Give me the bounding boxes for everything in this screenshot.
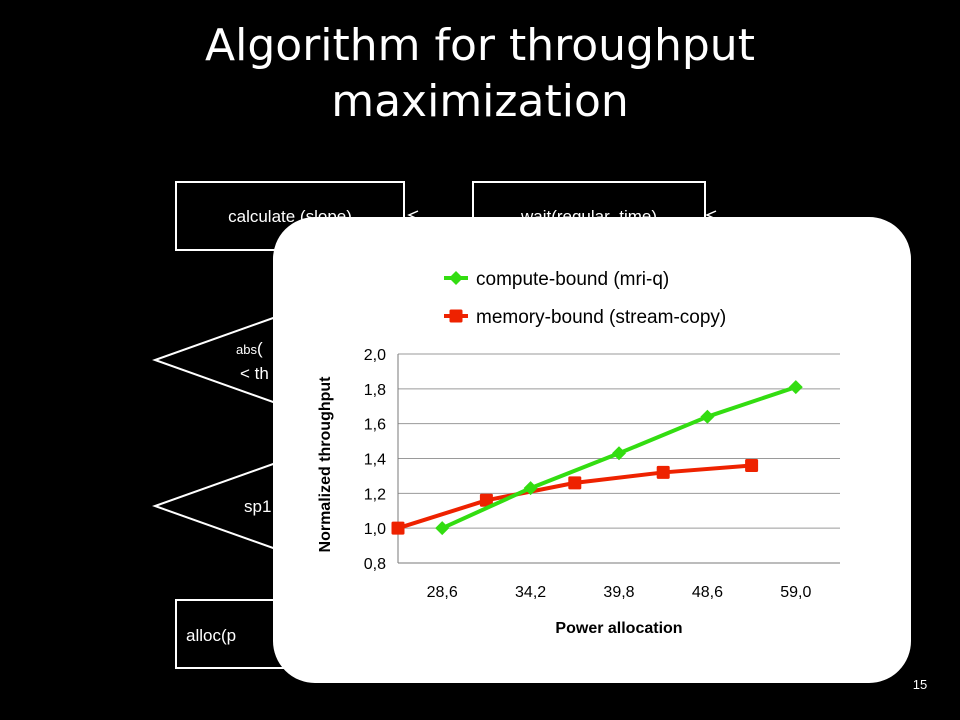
legend-label: memory-bound (stream-copy) — [476, 307, 726, 328]
x-tick-label: 34,2 — [515, 584, 546, 601]
y-tick-label: 2,0 — [364, 347, 386, 364]
chart-panel: 0,8 1,0 1,2 1,4 1,6 1,8 2,0 28,6 34,2 39,8 48,6 59,… — [273, 217, 911, 683]
series-memory-bound — [391, 458, 759, 535]
threshold-decision-diamond: abs( < th — [152, 311, 291, 409]
y-tick-label: 1,2 — [364, 486, 386, 503]
series-compute-bound — [435, 380, 803, 536]
y-tick-label: 1,4 — [364, 452, 386, 469]
legend-swatch-marker — [449, 309, 463, 323]
y-tick-label: 0,8 — [364, 556, 386, 573]
data-point — [435, 521, 450, 536]
data-point — [788, 380, 803, 395]
sp1-decision-diamond: sp1 — [152, 457, 291, 555]
y-tick-label: 1,0 — [364, 521, 386, 538]
x-tick-label: 39,8 — [603, 584, 634, 601]
data-point — [656, 465, 670, 479]
slide-title-line-1: Algorithm for throughput — [205, 20, 755, 71]
axes: 0,8 1,0 1,2 1,4 1,6 1,8 2,0 28,6 34,2 39,8 48,6 59,… — [364, 347, 840, 601]
svg-text:abs(: abs( — [236, 339, 263, 358]
x-tick-label: 48,6 — [692, 584, 723, 601]
series-line — [397, 463, 752, 531]
legend: compute-bound (mri-q) memory-bound (strea… — [444, 269, 726, 328]
x-tick-label: 59,0 — [780, 584, 811, 601]
y-tick-label: 1,8 — [364, 382, 386, 399]
slide-number: 15 — [912, 677, 928, 692]
data-point — [568, 476, 582, 490]
throughput-chart: 0,8 1,0 1,2 1,4 1,6 1,8 2,0 28,6 34,2 39,8 48,6 59,… — [317, 269, 840, 637]
abs-label: abs — [236, 342, 257, 357]
sp1-label: sp1 — [244, 497, 271, 516]
series — [391, 380, 803, 536]
threshold-label: < th — [240, 364, 269, 383]
legend-label: compute-bound (mri-q) — [476, 269, 669, 290]
slide-title: Algorithm for throughput maximization — [0, 18, 960, 130]
slide-title-line-2: maximization — [331, 76, 629, 127]
data-point — [612, 446, 626, 461]
alloc-label: alloc(p — [186, 626, 236, 645]
data-point — [745, 458, 759, 472]
x-axis-title: Power allocation — [555, 620, 682, 637]
data-point — [700, 409, 715, 424]
abs-paren: ( — [257, 339, 263, 358]
data-point — [391, 521, 405, 535]
data-point — [523, 481, 538, 496]
data-point — [479, 493, 493, 507]
legend-entry: memory-bound (stream-copy) — [444, 307, 726, 328]
legend-entry: compute-bound (mri-q) — [444, 269, 669, 290]
y-axis-title: Normalized throughput — [317, 376, 334, 553]
legend-swatch-marker — [449, 271, 463, 285]
y-tick-label: 1,6 — [364, 417, 386, 434]
x-tick-label: 28,6 — [427, 584, 458, 601]
